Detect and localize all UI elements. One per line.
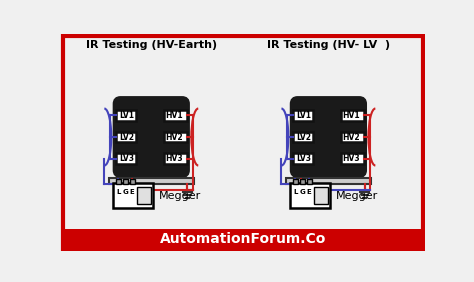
Bar <box>300 179 305 184</box>
Bar <box>341 132 364 142</box>
Text: G: G <box>300 190 305 195</box>
Bar <box>137 187 151 204</box>
Bar <box>290 183 330 208</box>
Bar <box>293 132 313 142</box>
Bar <box>116 179 121 184</box>
Text: LV3: LV3 <box>119 154 134 163</box>
Bar <box>341 153 364 164</box>
Text: Megger: Megger <box>336 191 378 201</box>
Text: LV1: LV1 <box>119 111 134 120</box>
Bar <box>109 178 194 184</box>
Text: AutomationForum.Co: AutomationForum.Co <box>160 232 326 246</box>
Text: Megger: Megger <box>159 191 201 201</box>
FancyBboxPatch shape <box>115 98 188 175</box>
Bar <box>164 110 187 121</box>
Text: L: L <box>293 190 298 195</box>
Text: LV1: LV1 <box>296 111 311 120</box>
Bar <box>116 153 136 164</box>
Text: LV2: LV2 <box>296 133 311 142</box>
Text: HV1: HV1 <box>342 111 360 120</box>
Bar <box>164 132 187 142</box>
Text: G: G <box>122 190 128 195</box>
Bar <box>63 229 423 249</box>
Bar <box>286 178 371 184</box>
Text: LV3: LV3 <box>296 154 311 163</box>
Bar <box>123 179 128 184</box>
Text: IR Testing (HV- LV  ): IR Testing (HV- LV ) <box>267 39 390 50</box>
Bar <box>130 179 135 184</box>
Text: HV1: HV1 <box>165 111 183 120</box>
Text: HV2: HV2 <box>165 133 183 142</box>
Bar <box>164 153 187 164</box>
Text: E: E <box>130 190 135 195</box>
Bar <box>116 132 136 142</box>
Text: E: E <box>307 190 311 195</box>
Text: LV2: LV2 <box>119 133 134 142</box>
Bar <box>307 179 312 184</box>
Text: IR Testing (HV-Earth): IR Testing (HV-Earth) <box>86 39 217 50</box>
Bar <box>293 179 298 184</box>
Bar <box>116 110 136 121</box>
Text: HV3: HV3 <box>342 154 360 163</box>
Bar <box>113 183 153 208</box>
Bar <box>293 110 313 121</box>
Bar <box>293 153 313 164</box>
Text: HV3: HV3 <box>165 154 183 163</box>
Text: HV2: HV2 <box>342 133 360 142</box>
Bar <box>314 187 328 204</box>
Bar <box>341 110 364 121</box>
FancyBboxPatch shape <box>292 98 365 175</box>
Text: L: L <box>116 190 120 195</box>
